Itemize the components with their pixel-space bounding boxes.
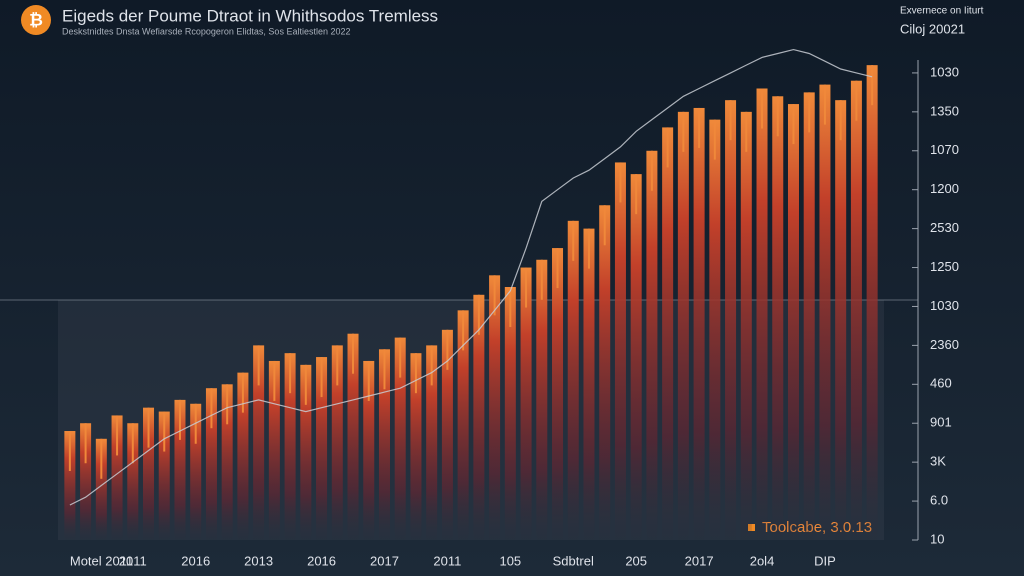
bar [835,100,847,541]
bar [583,228,595,540]
bar [693,107,705,540]
logo [21,5,51,35]
x-tick-label: DIP [814,553,836,568]
bar [614,162,626,540]
bar [331,345,343,540]
bar [473,294,485,540]
bar [709,119,721,540]
bar [190,403,202,540]
bar [205,388,217,540]
trend-line [69,48,873,506]
y-tick-label: 1250 [930,259,959,274]
bar [143,407,155,540]
bar [725,100,737,541]
bar [316,357,328,540]
bar [268,360,280,540]
bar [520,267,532,540]
x-tick-label: 2016 [181,553,210,568]
x-tick-label: Motel 2011 [70,553,133,568]
bar [80,423,92,540]
bar [378,349,390,540]
y-tick-label: 901 [930,415,952,430]
corner-subtitle: Ciloj 20021 [900,21,965,36]
bar [756,88,768,540]
y-tick-label: 1030 [930,64,959,79]
x-tick-label: 2016 [307,553,336,568]
x-tick-label: 2013 [244,553,273,568]
bar [111,415,123,540]
bar [95,438,107,540]
y-tick-label: 1070 [930,142,959,157]
bar [552,248,564,541]
bar [410,353,422,540]
bar [677,111,689,540]
bar [441,329,453,540]
y-tick-label: 1350 [930,103,959,118]
y-tick-label: 1200 [930,181,959,196]
bar [363,360,375,540]
bar [64,431,76,540]
bar [504,287,516,540]
bar [646,150,658,540]
bar [599,205,611,540]
x-tick-label: 205 [625,553,647,568]
bar [787,104,799,541]
bar [174,399,186,540]
x-tick-label: 2011 [119,553,147,568]
x-tick-label: Sdbtrel [553,553,594,568]
bar [253,345,265,540]
bar [850,80,862,540]
bar [536,259,548,540]
bar [127,423,139,540]
x-tick-label: 105 [499,553,521,568]
x-tick-label: 2017 [370,553,399,568]
bar [221,384,233,540]
bar [300,364,312,540]
bar [662,127,674,541]
logo-symbol: ₿ [29,10,43,29]
bar [158,411,170,540]
chart-subtitle: Deskstnidtes Dnsta Wefiarsde Rcopogeron … [62,26,351,36]
bar [347,333,359,540]
bar [426,345,438,540]
bar [866,65,878,540]
chart-title: Eigeds der Poume Dtraot in Whithsodos Tr… [62,6,438,25]
x-tick-label: 2ol4 [750,553,775,568]
bar [394,337,406,540]
bar [772,96,784,541]
y-tick-label: 460 [930,376,952,391]
bar [457,310,469,540]
bar [803,92,815,540]
y-tick-label: 3K [930,454,946,469]
bar [819,84,831,540]
x-tick-label: 2017 [685,553,714,568]
y-tick-label: 1030 [930,298,959,313]
bar [567,220,579,541]
y-tick-label: 10 [930,531,944,546]
y-tick-label: 6.0 [930,493,948,508]
corner-title: Exvernece on Iiturt [900,6,984,17]
bar [740,111,752,540]
bar [489,275,501,540]
x-tick-label: 2011 [433,553,461,568]
bar [237,372,249,540]
y-tick-label: 2360 [930,337,959,352]
bar [630,174,642,540]
bar [284,353,296,540]
y-tick-label: 2530 [930,220,959,235]
